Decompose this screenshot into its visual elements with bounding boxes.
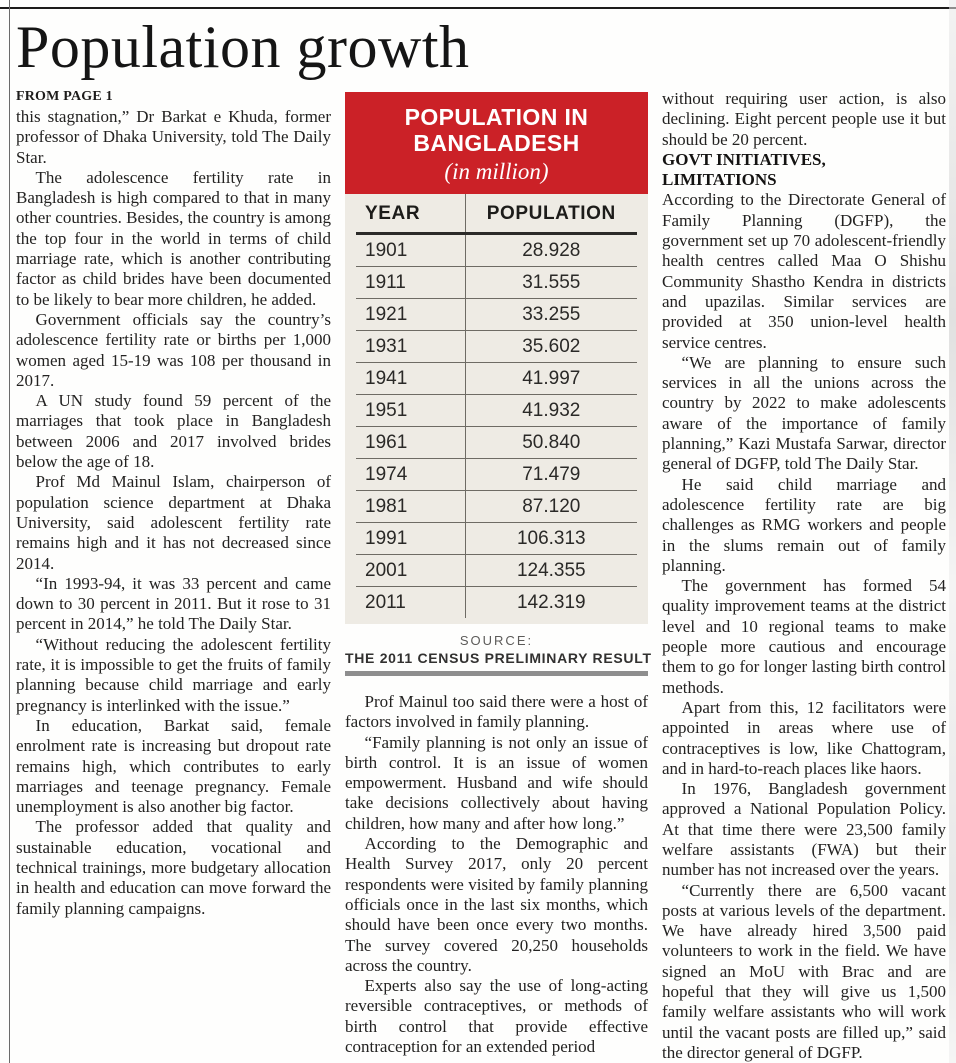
year-cell: 1974	[356, 458, 466, 490]
paragraph: “We are planning to ensure such services…	[662, 352, 946, 474]
year-cell: 1941	[356, 362, 466, 394]
population-cell: 87.120	[522, 495, 581, 517]
table-row: 1911 31.555	[356, 265, 637, 298]
infographic-subtitle: (in million)	[444, 158, 549, 184]
section-heading-line2: LIMITATIONS	[662, 170, 777, 190]
table-row: 1974 71.479	[356, 457, 637, 490]
year-cell: 1921	[356, 298, 466, 330]
paragraph: “Without reducing the adolescent fertili…	[16, 634, 331, 715]
table-row: 1931 35.602	[356, 329, 637, 362]
paragraph: According to the Directorate General of …	[662, 190, 946, 352]
page-title: Population growth	[16, 14, 470, 80]
paragraph: The government has formed 54 quality imp…	[662, 576, 946, 697]
population-cell: 41.997	[522, 367, 581, 389]
paragraph: Apart from this, 12 facilitators were ap…	[662, 697, 946, 778]
paragraph: Prof Md Mainul Islam, chairperson of pop…	[16, 472, 331, 573]
population-infographic: POPULATION IN BANGLADESH (in million) YE…	[345, 92, 652, 676]
paragraph: Government officials say the country’s a…	[16, 309, 331, 390]
source-label: SOURCE:	[459, 632, 534, 648]
population-column-header: POPULATION	[486, 202, 616, 224]
column-1: FROM PAGE 1 this stagnation,” Dr Barkat …	[16, 89, 331, 1063]
table-row: 1901 28.928	[356, 234, 637, 266]
paragraph: this stagnation,” Dr Barkat e Khuda, for…	[16, 107, 331, 167]
infographic-header: POPULATION IN BANGLADESH (in million)	[345, 92, 648, 194]
table-row: 1941 41.997	[356, 361, 637, 394]
paragraph: In 1976, Bangladesh government approved …	[662, 779, 946, 880]
population-cell: 31.555	[522, 271, 581, 293]
population-cell: 71.479	[522, 463, 581, 485]
population-cell: 142.319	[516, 591, 586, 613]
source-divider-bar	[345, 670, 648, 676]
year-cell: 1951	[356, 394, 466, 426]
torn-paper-edge	[949, 0, 956, 1063]
paragraph: The adolescence fertility rate in Bangla…	[16, 167, 331, 309]
infographic-title-line1: POPULATION IN	[404, 104, 589, 130]
table-row: 1921 33.255	[356, 297, 637, 330]
infographic-title-line2: BANGLADESH	[413, 129, 580, 156]
left-column-rule	[9, 0, 10, 1063]
paragraph: “Currently there are 6,500 vacant posts …	[662, 880, 946, 1062]
column-2: POPULATION IN BANGLADESH (in million) YE…	[345, 89, 652, 1063]
column-3: without requiring user action, is also d…	[662, 89, 946, 1063]
population-cell: 28.928	[522, 239, 581, 261]
year-cell: 2011	[356, 586, 466, 618]
paragraph: In education, Barkat said, female enrolm…	[16, 715, 331, 817]
paragraph: A UN study found 59 percent of the marri…	[16, 391, 331, 472]
population-cell: 124.355	[516, 559, 586, 581]
year-cell: 1901	[356, 234, 466, 266]
paragraph: “Family planning is not only an issue of…	[345, 732, 648, 833]
population-cell: 33.255	[522, 303, 581, 325]
article-columns: FROM PAGE 1 this stagnation,” Dr Barkat …	[16, 89, 946, 1063]
year-cell: 1961	[356, 426, 466, 458]
population-table: YEAR POPULATION 1901 28.928 1911 31.555	[345, 193, 648, 624]
table-source: SOURCE: THE 2011 CENSUS PRELIMINARY RESU…	[345, 632, 652, 676]
paragraph: He said child marriage and adolescence f…	[662, 474, 946, 575]
continuation-kicker: FROM PAGE 1	[16, 89, 113, 104]
section-heading-line1: GOVT INITIATIVES,	[662, 149, 826, 169]
infographic-title: POPULATION IN BANGLADESH	[351, 104, 642, 157]
table-row: 2011 142.319	[356, 585, 637, 618]
table-row: 1991 106.313	[356, 521, 637, 554]
population-cell: 106.313	[516, 527, 586, 549]
source-value: THE 2011 CENSUS PRELIMINARY RESULT	[345, 649, 652, 666]
paragraph: Prof Mainul too said there were a host o…	[345, 691, 648, 732]
year-cell: 2001	[356, 554, 466, 586]
paragraph: “In 1993-94, it was 33 percent and came …	[16, 573, 331, 634]
section-heading: GOVT INITIATIVES, LIMITATIONS	[662, 150, 946, 191]
population-cell: 50.840	[522, 431, 581, 453]
year-cell: 1911	[356, 266, 466, 298]
top-rule	[0, 7, 956, 9]
paragraph: The professor added that quality and sus…	[16, 817, 331, 918]
table-row: 1951 41.932	[356, 393, 637, 426]
paragraph: without requiring user action, is also d…	[662, 89, 946, 149]
population-cell: 35.602	[522, 335, 581, 357]
table-row: 2001 124.355	[356, 553, 637, 586]
year-column-header: YEAR	[356, 193, 466, 232]
table-row: 1981 87.120	[356, 489, 637, 522]
year-cell: 1981	[356, 490, 466, 522]
paragraph: Experts also say the use of long-acting …	[345, 976, 648, 1056]
year-cell: 1931	[356, 330, 466, 362]
table-header-row: YEAR POPULATION	[356, 193, 637, 235]
year-cell: 1991	[356, 522, 466, 554]
population-cell: 41.932	[522, 399, 581, 421]
paragraph: According to the Demographic and Health …	[345, 834, 648, 975]
table-row: 1961 50.840	[356, 425, 637, 458]
